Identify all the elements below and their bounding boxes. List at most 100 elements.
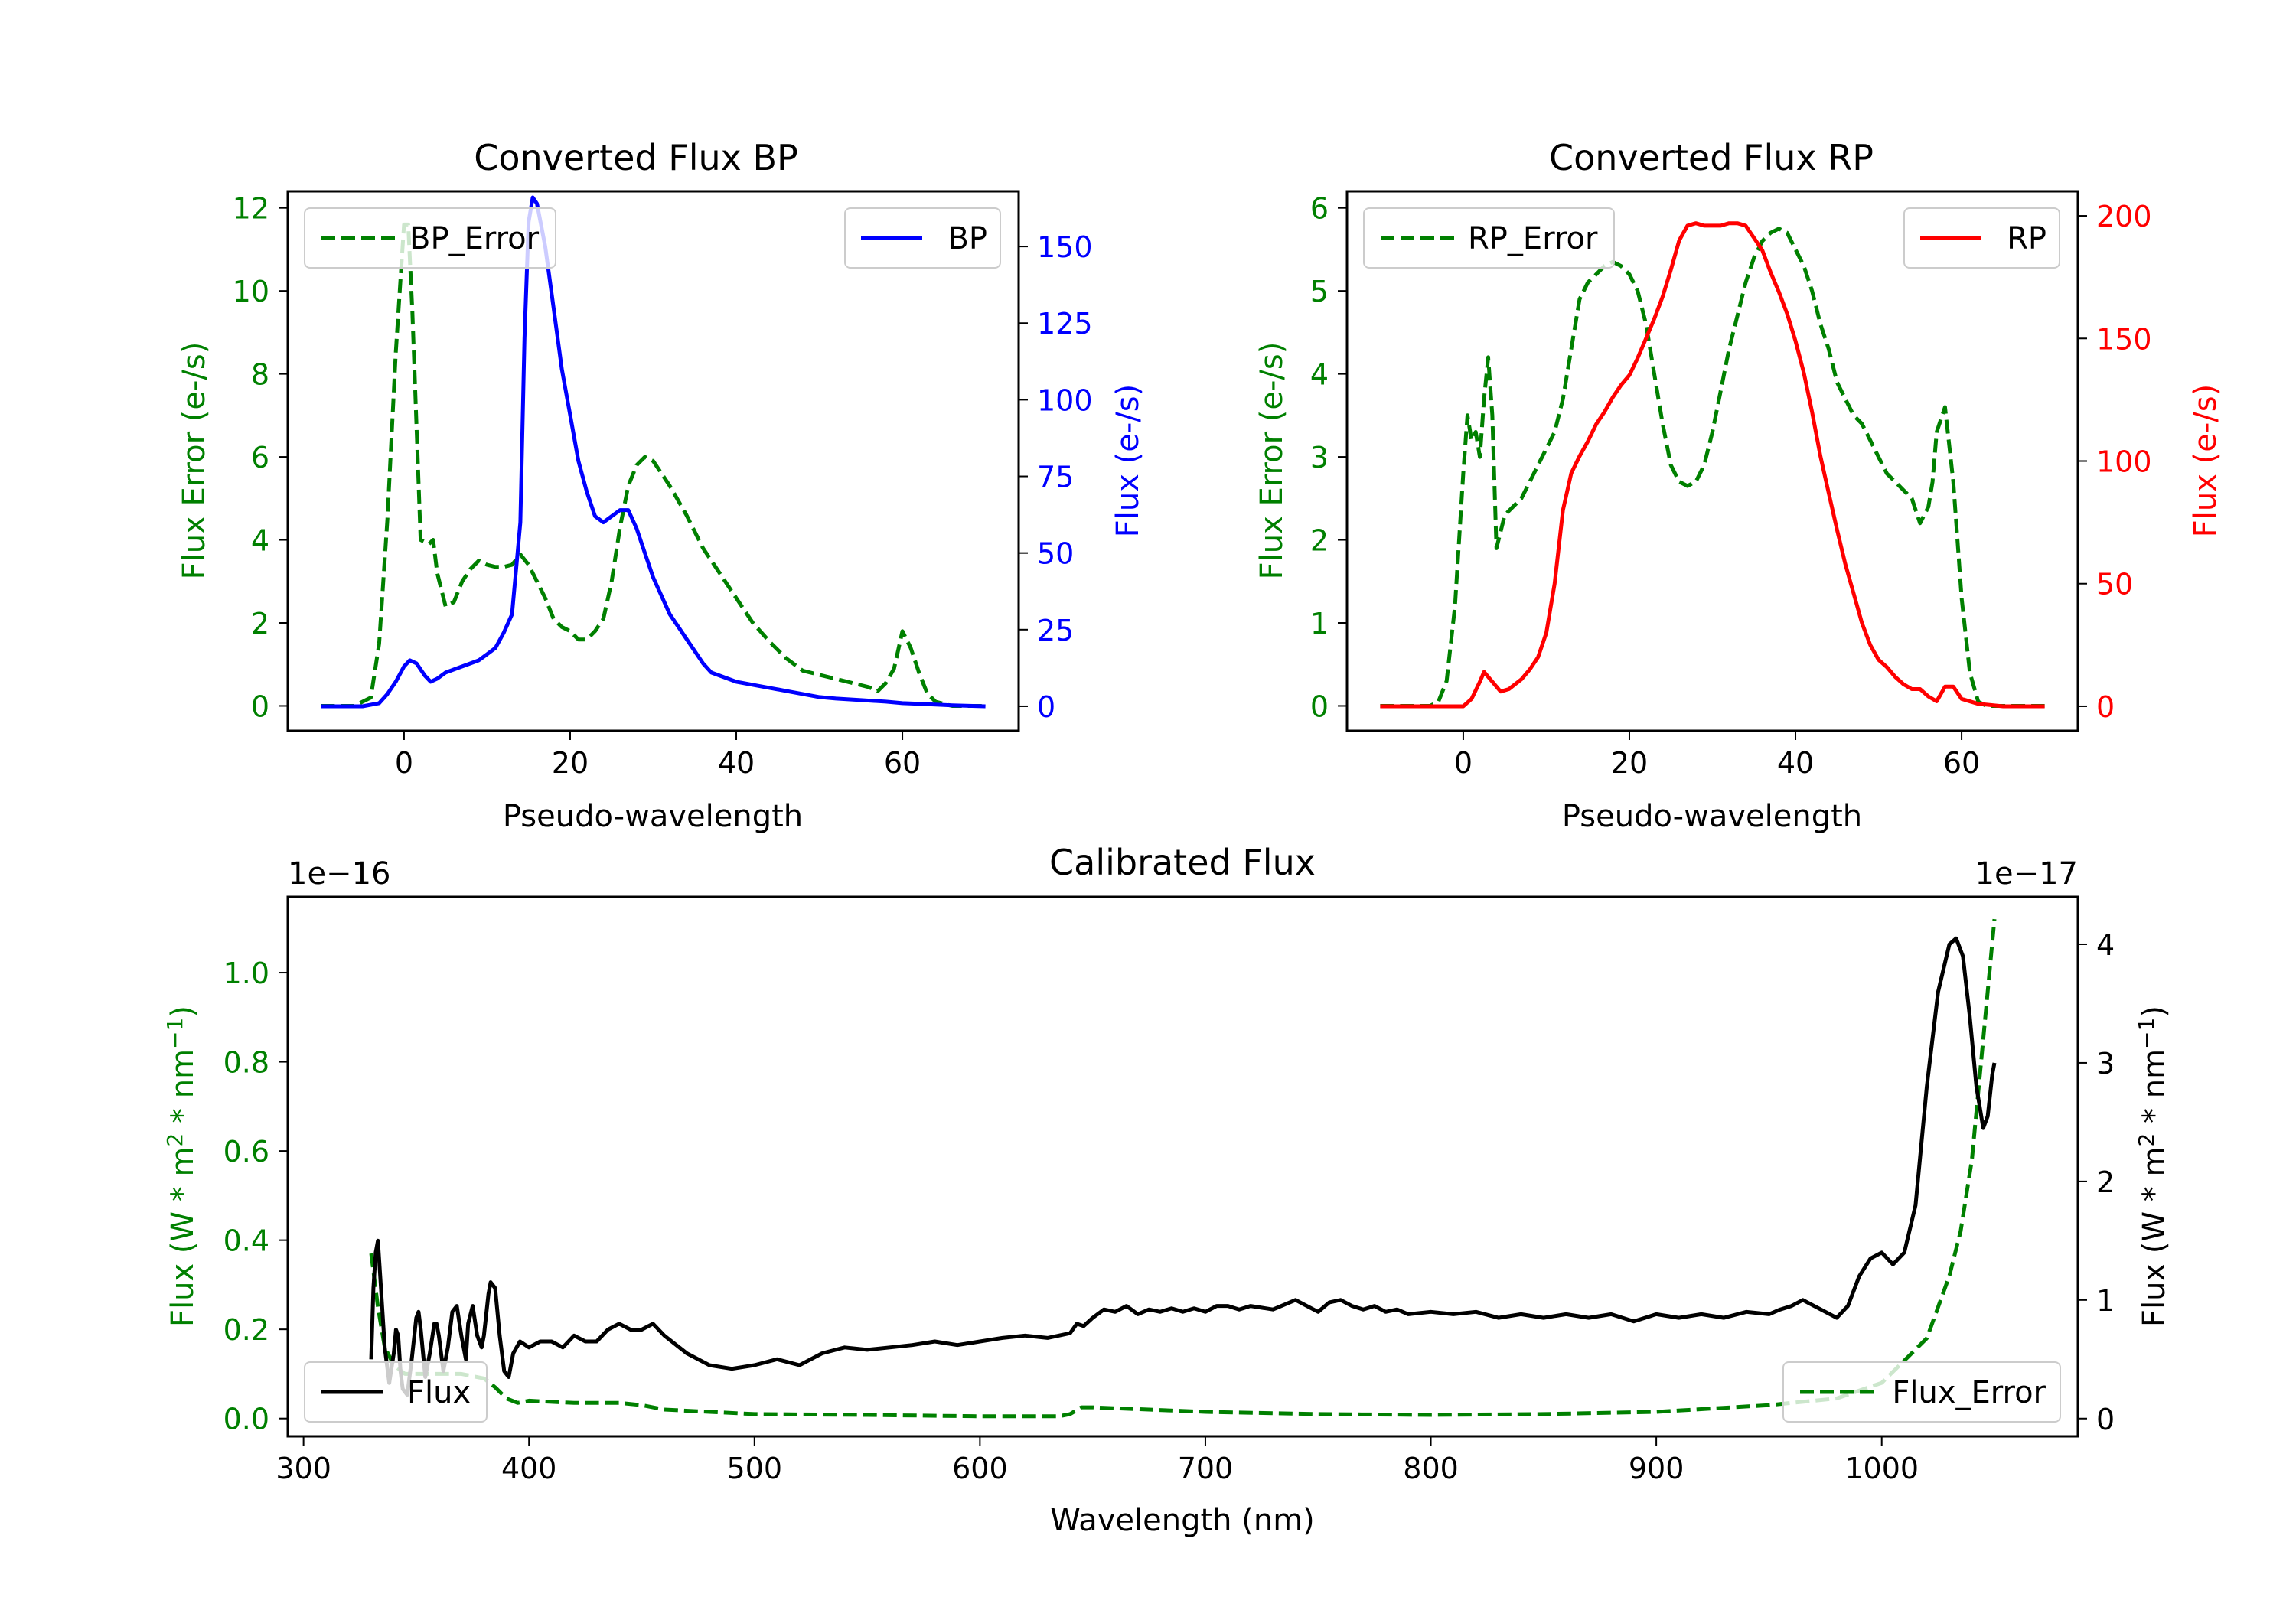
bp-series-bp-error (321, 222, 986, 708)
cal-x-tick-label: 700 (1178, 1452, 1234, 1485)
bp-legend-left-box (304, 207, 556, 269)
cal-legend-right-box (1782, 1361, 2061, 1423)
cal-legend-left-label: Flux (407, 1375, 471, 1410)
bp-legend-right: BP (844, 207, 1001, 269)
bp-title: Converted Flux BP (474, 137, 798, 178)
bp-right-tick-label: 25 (1037, 614, 1074, 647)
calibrated-panel: Calibrated Flux 1e−16 1e−17 300 400 500 600… (162, 842, 2172, 1538)
rp-left-tick-label: 6 (1310, 192, 1329, 226)
bp-right-tick-label: 75 (1037, 461, 1074, 494)
bp-left-axis-label: Flux Error (e-/s) (177, 342, 212, 580)
bp-right-tick-label: 150 (1037, 230, 1093, 264)
rp-left-tick-label: 5 (1310, 275, 1329, 308)
rp-x-tick-label: 0 (1454, 746, 1473, 780)
rp-right-tick-label: 50 (2096, 568, 2133, 601)
cal-left-axis-label-suffix: ) (165, 1006, 201, 1018)
rp-x-axis-label: Pseudo-wavelength (1562, 799, 1862, 834)
cal-left-axis-label-sup1: 2 (162, 1133, 188, 1147)
cal-right-axis-label-sup2: −1 (2134, 1018, 2159, 1049)
bp-legend-left: BP_Error (304, 207, 556, 269)
cal-x-tick-label: 600 (952, 1452, 1008, 1485)
bp-legend-right-box (844, 207, 1001, 269)
bp-right-tick-label: 50 (1037, 537, 1074, 571)
rp-left-tick-label: 0 (1310, 689, 1329, 723)
cal-left-axis-label-prefix: Flux (W * m (165, 1147, 201, 1327)
bp-left-tick-label: 4 (251, 524, 269, 558)
cal-x-tick-label: 300 (276, 1452, 331, 1485)
bp-x-axis-label: Pseudo-wavelength (503, 799, 803, 834)
rp-x-tick-label: 40 (1777, 746, 1814, 780)
rp-legend-left-label: RP_Error (1468, 221, 1598, 256)
cal-title: Calibrated Flux (1049, 842, 1316, 883)
rp-legend-left-box (1363, 207, 1615, 269)
bp-right-tick-label: 125 (1037, 307, 1093, 341)
rp-series-rp (1380, 221, 2045, 709)
bp-legend-left-label: BP_Error (409, 221, 540, 256)
cal-x-tick-label: 1000 (1844, 1452, 1919, 1485)
cal-right-offset-text: 1e−17 (1975, 856, 2078, 892)
cal-series (369, 918, 1997, 1419)
rp-legend-left: RP_Error (1363, 207, 1615, 269)
rp-legend-right: RP (1903, 207, 2060, 269)
cal-x-tick-label: 400 (501, 1452, 557, 1485)
cal-left-axis-label: Flux (W * m2 * nm−1) (162, 1006, 201, 1327)
cal-legend-right-label: Flux_Error (1892, 1375, 2046, 1410)
bp-right-tick-label: 0 (1037, 690, 1055, 724)
cal-left-tick-label: 0.2 (223, 1313, 269, 1347)
bp-x-tick-label: 40 (718, 746, 755, 780)
cal-right-axis-label-suffix: ) (2137, 1006, 2172, 1018)
rp-right-tick-label: 0 (2096, 690, 2115, 724)
cal-left-tick-label: 0.6 (223, 1135, 269, 1169)
cal-right-axis-label-mid: * nm (2137, 1049, 2172, 1133)
bp-series (321, 195, 986, 709)
cal-left-tick-label: 0.0 (223, 1403, 269, 1436)
cal-legend-right: Flux_Error (1782, 1361, 2061, 1423)
cal-x-tick-label: 900 (1629, 1452, 1684, 1485)
rp-right-axis-label: Flux (e-/s) (2188, 384, 2223, 537)
cal-left-tick-label: 1.0 (223, 957, 269, 990)
bp-left-tick-label: 0 (251, 689, 269, 723)
rp-x-ticks: 0 20 40 60 (1454, 731, 1980, 780)
bp-panel: Converted Flux BP 0 20 40 60 0 2 4 6 8 10 12 0 25 5… (177, 137, 1146, 834)
bp-x-tick-label: 0 (395, 746, 413, 780)
rp-left-ticks: 0 1 2 3 4 5 6 (1310, 192, 1347, 723)
bp-left-tick-label: 8 (251, 358, 269, 392)
cal-left-axis-label-mid: * nm (165, 1049, 201, 1133)
bp-x-tick-label: 60 (884, 746, 921, 780)
cal-left-axis-label-sup2: −1 (162, 1018, 188, 1049)
cal-series-flux (369, 936, 1997, 1397)
cal-right-tick-label: 0 (2096, 1403, 2115, 1436)
bp-series-bp (321, 195, 986, 709)
cal-left-ticks: 0.0 0.2 0.4 0.6 0.8 1.0 (223, 957, 288, 1436)
rp-left-tick-label: 4 (1310, 358, 1329, 392)
cal-left-tick-label: 0.4 (223, 1224, 269, 1258)
cal-right-axis-label-sup1: 2 (2134, 1133, 2159, 1147)
bp-left-tick-label: 12 (233, 192, 269, 226)
rp-panel: Converted Flux RP 0 20 40 60 0 1 2 3 4 5 6 0 50 100… (1254, 137, 2223, 834)
bp-left-ticks: 0 2 4 6 8 10 12 (233, 192, 288, 723)
bp-right-axis-label: Flux (e-/s) (1110, 384, 1146, 537)
rp-legend-right-box (1903, 207, 2060, 269)
cal-x-tick-label: 500 (727, 1452, 783, 1485)
cal-right-tick-label: 4 (2096, 928, 2115, 962)
cal-left-offset-text: 1e−16 (288, 856, 390, 892)
cal-legend-left-box (304, 1361, 488, 1423)
cal-right-ticks: 0 1 2 3 4 (2078, 928, 2115, 1436)
bp-x-tick-label: 20 (552, 746, 589, 780)
cal-series-flux-error (369, 918, 1997, 1419)
cal-right-axis-label: Flux (W * m2 * nm−1) (2134, 1006, 2172, 1327)
rp-series-rp-error (1380, 227, 2045, 708)
cal-right-tick-label: 1 (2096, 1284, 2115, 1318)
bp-x-ticks: 0 20 40 60 (395, 731, 921, 780)
rp-x-tick-label: 60 (1943, 746, 1980, 780)
rp-x-tick-label: 20 (1611, 746, 1648, 780)
rp-title: Converted Flux RP (1549, 137, 1874, 178)
rp-left-axis-label: Flux Error (e-/s) (1254, 342, 1290, 580)
cal-legend-left: Flux (304, 1361, 488, 1423)
bp-left-tick-label: 6 (251, 441, 269, 474)
rp-right-tick-label: 100 (2096, 445, 2152, 479)
rp-right-ticks: 0 50 100 150 200 (2078, 200, 2152, 724)
cal-x-axis-label: Wavelength (nm) (1050, 1503, 1315, 1538)
cal-right-tick-label: 2 (2096, 1165, 2115, 1199)
